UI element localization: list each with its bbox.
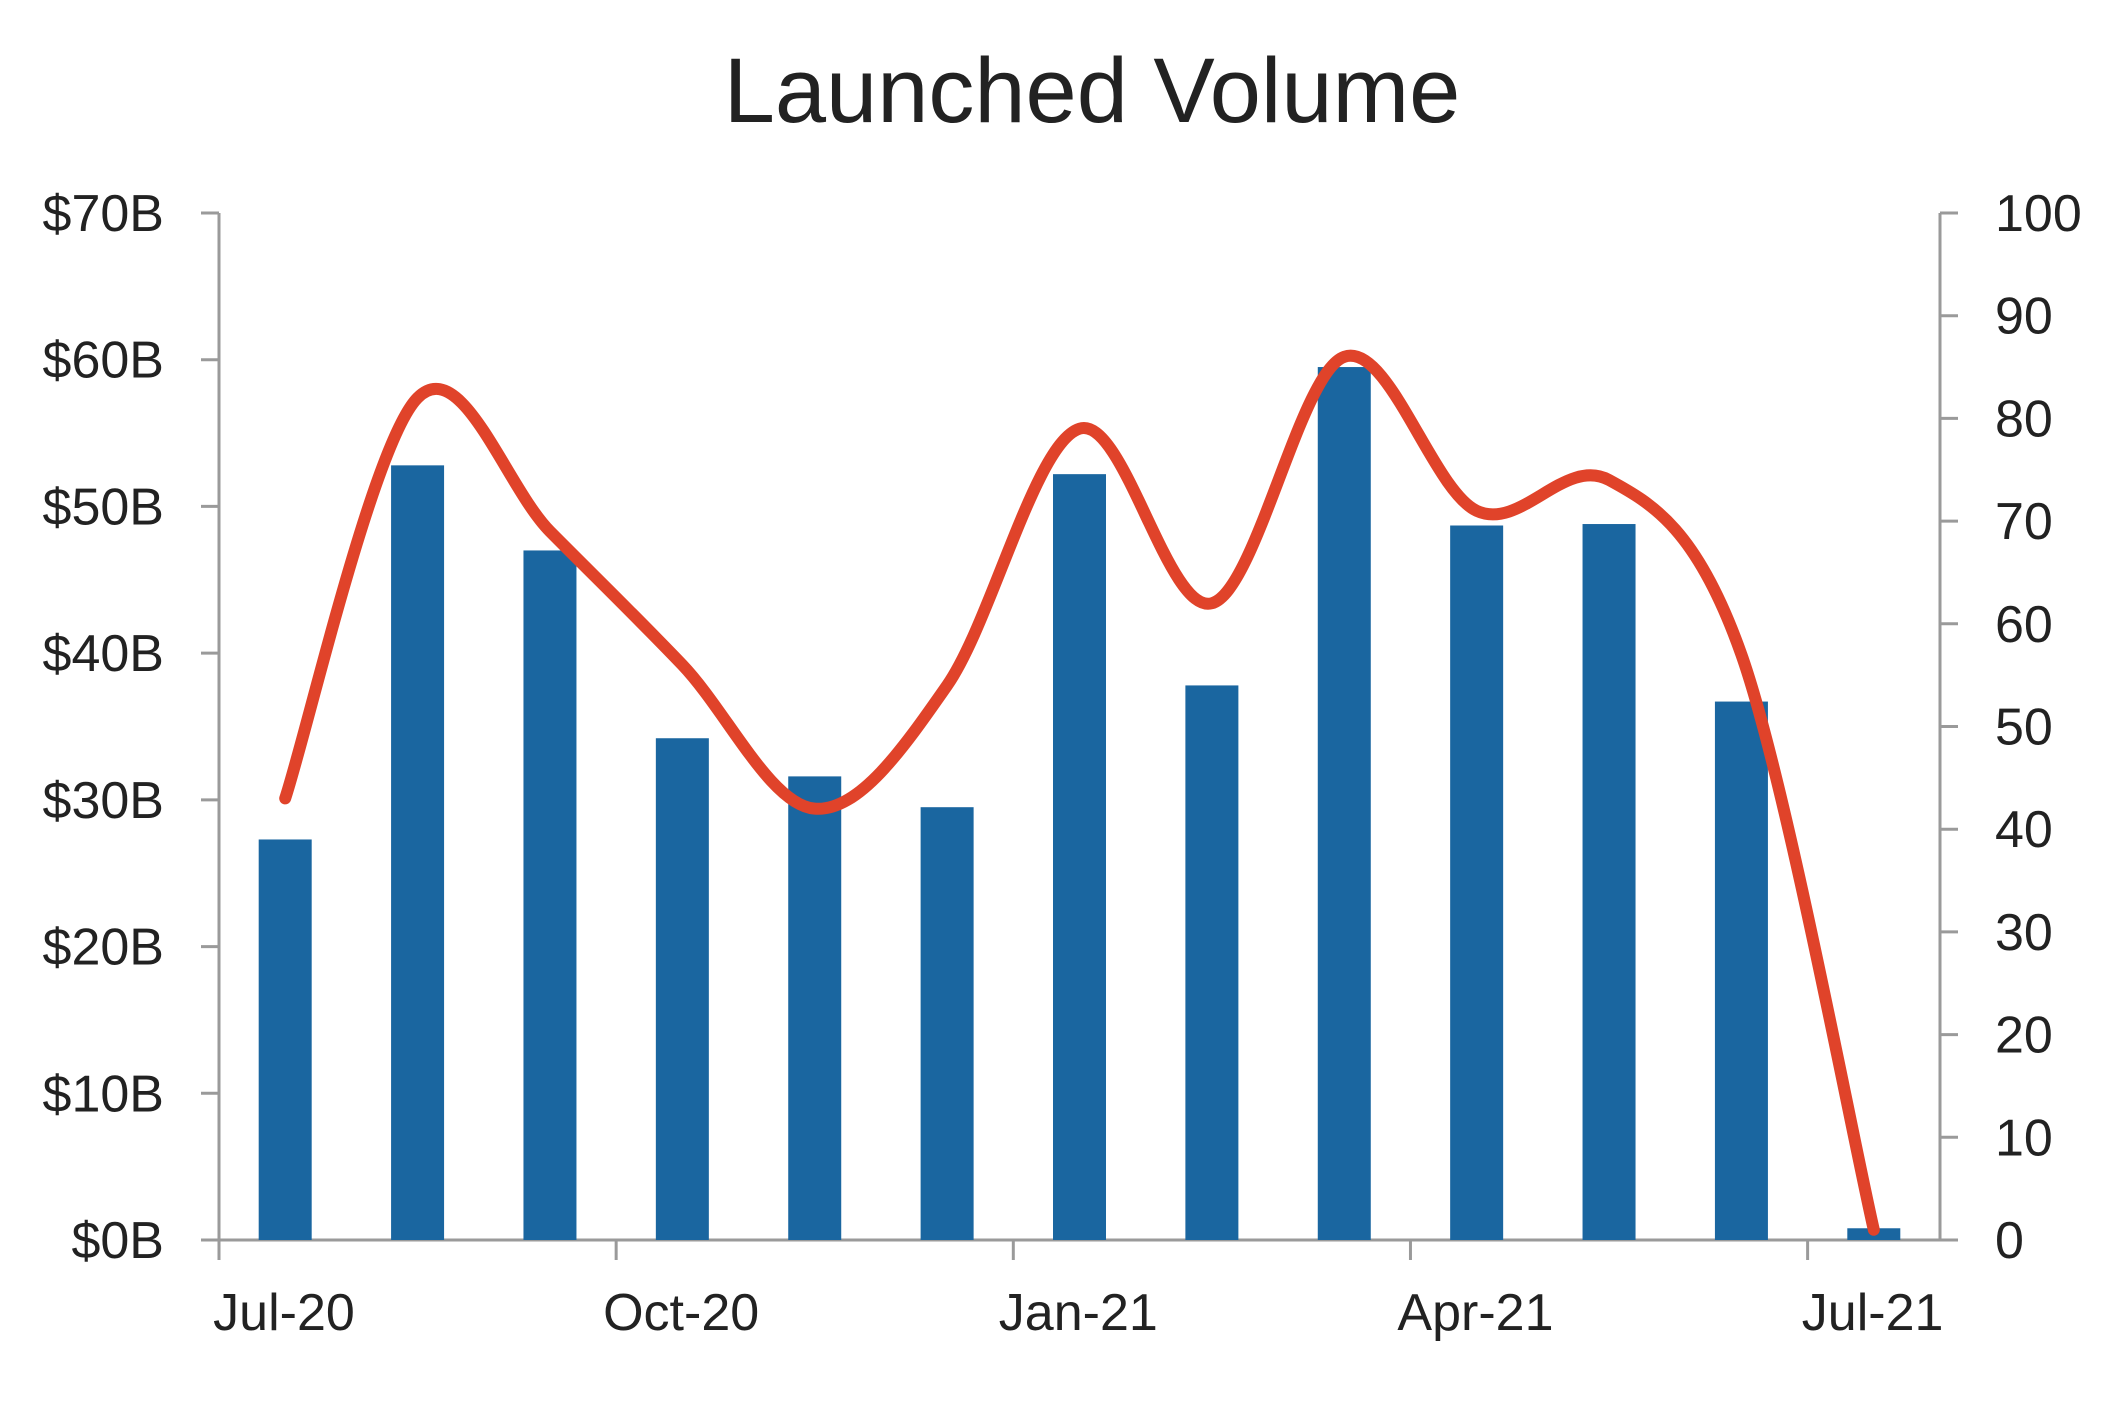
volume-bar — [1185, 685, 1239, 1240]
left-axis-tick-label: $60B — [43, 332, 164, 390]
right-axis-tick-label: 20 — [1995, 1007, 2053, 1065]
count-point — [946, 684, 948, 686]
right-axis-tick-label: 10 — [1995, 1109, 2053, 1167]
volume-bar — [258, 839, 312, 1240]
left-axis-tick-label: $70B — [43, 185, 164, 243]
count-point — [284, 797, 286, 799]
count-point — [417, 397, 419, 399]
left-axis-tick-label: $50B — [43, 478, 164, 536]
left-axis-tick-label: $40B — [43, 625, 164, 683]
right-axis-tick-label: 50 — [1995, 699, 2053, 757]
left-axis-tick-label: $0B — [71, 1212, 164, 1270]
count-point — [1476, 510, 1478, 512]
count-point — [681, 664, 683, 666]
x-axis-tick-label: Apr-21 — [1397, 1284, 1553, 1342]
chart-title: Launched Volume — [724, 40, 1461, 142]
x-axis-tick-label: Jan-21 — [999, 1284, 1158, 1342]
volume-bar — [920, 807, 974, 1240]
bars-group — [258, 367, 1901, 1240]
count-line — [279, 349, 1880, 1236]
volume-bar — [391, 465, 445, 1240]
count-point — [1740, 654, 1742, 656]
right-axis-tick-label: 100 — [1995, 185, 2082, 243]
tick-labels-group: $0B $10B $20B $30B $40B $50B $60B $70B 0 10 20 30 40… — [43, 185, 2082, 1342]
right-axis-tick-label: 70 — [1995, 493, 2053, 551]
volume-bar — [523, 550, 577, 1240]
left-axis-tick-label: $20B — [43, 919, 164, 977]
right-axis-tick-label: 30 — [1995, 904, 2053, 962]
left-axis-tick-label: $30B — [43, 772, 164, 830]
right-axis-tick-label: 60 — [1995, 596, 2053, 654]
line-group — [279, 349, 1880, 1236]
right-axis-tick-label: 0 — [1995, 1212, 2024, 1270]
volume-bar — [788, 776, 842, 1240]
count-point — [549, 530, 551, 532]
volume-bar — [1053, 474, 1106, 1240]
count-point — [1873, 1229, 1875, 1231]
count-point — [1608, 479, 1610, 481]
x-axis-tick-label: Jul-20 — [213, 1284, 355, 1342]
count-point — [1343, 356, 1345, 358]
x-axis-tick-label: Oct-20 — [603, 1284, 759, 1342]
volume-bar — [1582, 524, 1636, 1240]
volume-bar — [1714, 701, 1768, 1240]
count-point — [814, 808, 816, 810]
volume-bar — [655, 738, 709, 1240]
right-axis-tick-label: 80 — [1995, 390, 2053, 448]
volume-bar — [1317, 367, 1371, 1240]
count-point — [1079, 428, 1081, 430]
right-axis-tick-label: 40 — [1995, 801, 2053, 859]
left-axis-tick-label: $10B — [43, 1065, 164, 1123]
x-axis-tick-label: Jul-21 — [1802, 1284, 1944, 1342]
right-axis-tick-label: 90 — [1995, 288, 2053, 346]
count-point — [1211, 602, 1213, 604]
volume-bar — [1450, 525, 1504, 1240]
